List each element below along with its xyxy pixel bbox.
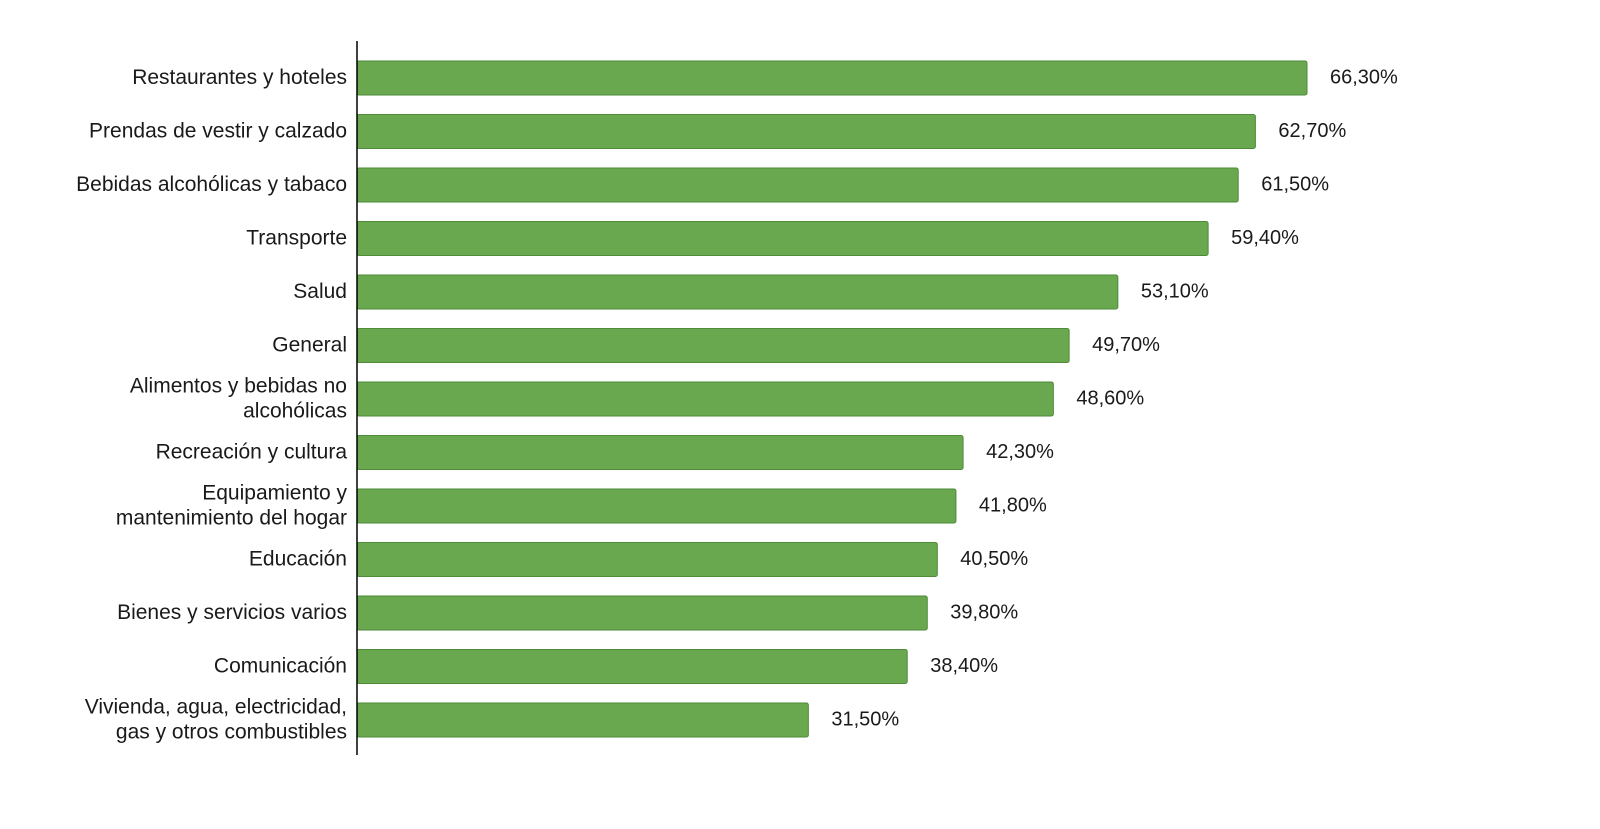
category-label-6: Alimentos y bebidas no alcohólicas	[130, 374, 347, 422]
bar-4	[356, 274, 1119, 310]
bar-5	[356, 328, 1070, 363]
bar-11	[356, 649, 908, 684]
category-label-line: Equipamiento y	[202, 481, 347, 504]
category-label-line: Salud	[293, 280, 347, 303]
category-label-5: General	[272, 333, 347, 356]
data-label-1: 62,70%	[1278, 120, 1346, 142]
category-label-line: Vivienda, agua, electricidad,	[85, 695, 347, 718]
data-label-9: 40,50%	[960, 548, 1028, 570]
bar-10	[356, 595, 928, 631]
category-label-4: Salud	[293, 280, 347, 303]
bars-group	[356, 60, 1308, 738]
category-label-line: alcohólicas	[243, 399, 347, 422]
category-label-line: gas y otros combustibles	[116, 720, 347, 743]
category-label-line: Bienes y servicios varios	[117, 601, 347, 624]
category-label-7: Recreación y cultura	[156, 440, 348, 463]
bar-6	[356, 381, 1054, 417]
category-label-line: mantenimiento del hogar	[116, 506, 347, 529]
bar-9	[356, 542, 938, 577]
category-label-9: Educación	[249, 547, 347, 570]
data-label-8: 41,80%	[979, 494, 1047, 516]
bar-7	[356, 435, 964, 470]
bar-2	[356, 167, 1239, 203]
category-label-line: Bebidas alcohólicas y tabaco	[76, 173, 347, 196]
category-labels-group: Restaurantes y hoteles Prendas de vestir …	[76, 66, 347, 744]
data-label-12: 31,50%	[831, 708, 899, 730]
category-label-line: Transporte	[246, 226, 347, 249]
data-label-0: 66,30%	[1330, 66, 1398, 88]
category-label-11: Comunicación	[214, 654, 347, 677]
data-label-10: 39,80%	[950, 601, 1018, 623]
bar-8	[356, 488, 957, 524]
category-label-0: Restaurantes y hoteles	[132, 66, 347, 89]
bar-12	[356, 702, 809, 738]
value-labels-group: 66,30% 62,70% 61,50% 59,40% 53,10% 49,70% 48,6…	[831, 66, 1398, 730]
bar-1	[356, 114, 1256, 149]
category-label-10: Bienes y servicios varios	[117, 601, 347, 624]
category-label-2: Bebidas alcohólicas y tabaco	[76, 173, 347, 196]
data-label-4: 53,10%	[1141, 280, 1209, 302]
data-label-7: 42,30%	[986, 441, 1054, 463]
category-label-line: Educación	[249, 547, 347, 570]
data-label-2: 61,50%	[1261, 173, 1329, 195]
category-label-line: Restaurantes y hoteles	[132, 66, 347, 89]
data-label-11: 38,40%	[930, 655, 998, 677]
data-label-5: 49,70%	[1092, 334, 1160, 356]
category-label-12: Vivienda, agua, electricidad, gas y otros…	[85, 695, 347, 743]
category-label-line: Alimentos y bebidas no	[130, 374, 347, 397]
category-label-line: General	[272, 333, 347, 356]
data-label-3: 59,40%	[1231, 227, 1299, 249]
category-label-8: Equipamiento y mantenimiento del hogar	[116, 481, 348, 529]
category-label-3: Transporte	[246, 226, 347, 249]
category-label-1: Prendas de vestir y calzado	[89, 119, 347, 142]
data-label-6: 48,60%	[1076, 387, 1144, 409]
category-label-line: Recreación y cultura	[156, 440, 348, 463]
category-label-line: Prendas de vestir y calzado	[89, 119, 347, 142]
category-label-line: Comunicación	[214, 654, 347, 677]
bar-0	[356, 60, 1308, 96]
bar-3	[356, 221, 1209, 256]
